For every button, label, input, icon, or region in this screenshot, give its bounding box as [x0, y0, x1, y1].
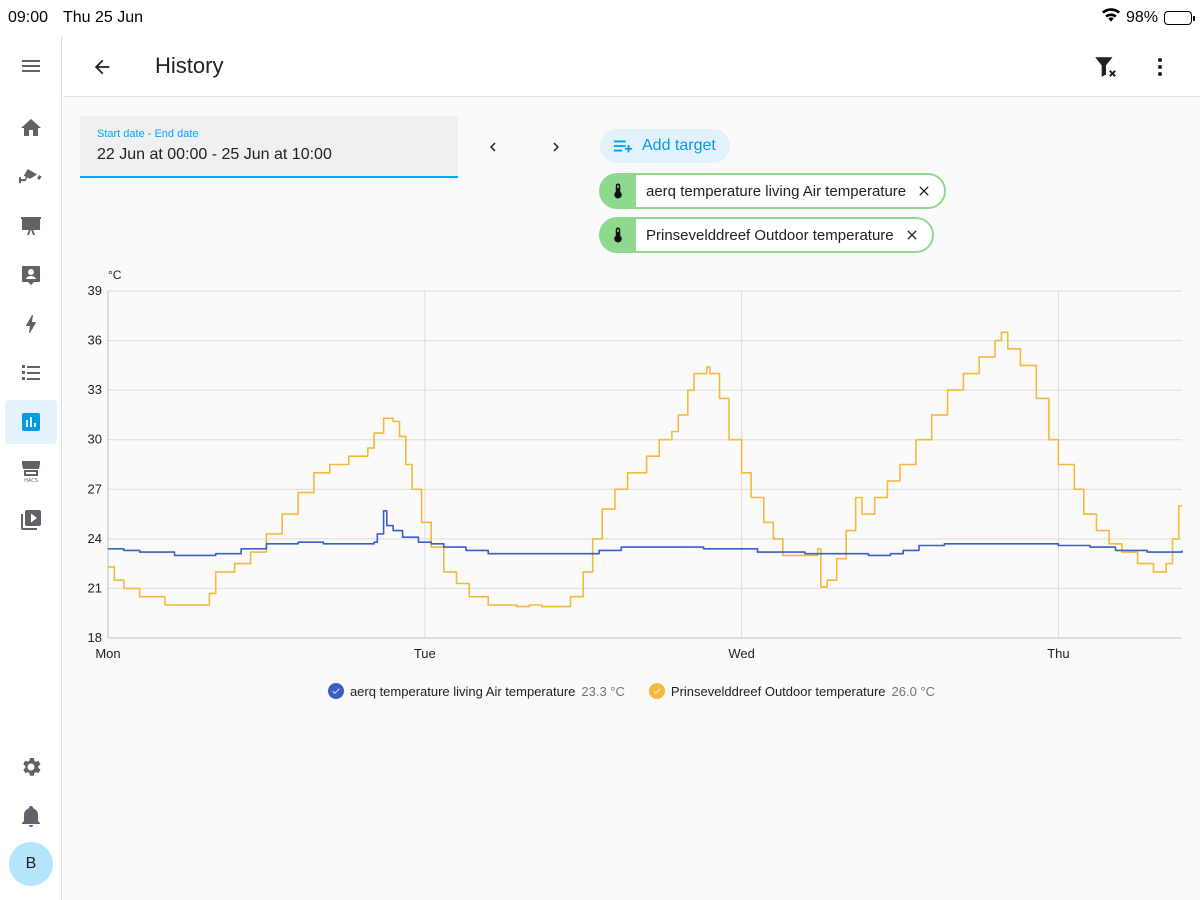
legend-item[interactable]: Prinsevelddreef Outdoor temperature 26.0…: [648, 683, 936, 699]
playlist-add-icon: [613, 140, 633, 153]
status-date: Thu 25 Jun: [63, 9, 144, 26]
history-content: Start date - End date 22 Jun at 00:00 - …: [63, 97, 1200, 900]
close-icon[interactable]: [902, 225, 922, 245]
previous-period-button[interactable]: [479, 133, 507, 161]
chevron-right-icon: [553, 142, 559, 152]
list-icon[interactable]: [5, 351, 57, 395]
status-time: 09:00: [8, 9, 49, 26]
y-tick-label: 30: [88, 432, 102, 447]
home-icon[interactable]: [5, 106, 57, 150]
x-tick-label: Tue: [414, 646, 436, 661]
next-period-button[interactable]: [542, 133, 570, 161]
presentation-icon[interactable]: [5, 204, 57, 248]
settings-icon[interactable]: [5, 745, 57, 789]
y-axis-unit: °C: [108, 268, 122, 282]
legend-current-value: 26.0 °C: [891, 683, 936, 699]
add-target-label: Add target: [642, 137, 716, 154]
thermometer-icon: [600, 175, 636, 207]
target-chip[interactable]: aerq temperature living Air temperature: [599, 173, 947, 209]
thermometer-icon: [600, 219, 636, 251]
avatar[interactable]: B: [9, 842, 53, 886]
check-circle-icon: [327, 683, 344, 699]
menu-icon[interactable]: [5, 44, 57, 88]
history-chart[interactable]: °C 18 21 24 27 30 33 36 39 Mon Tue Wed Thu: [63, 257, 1200, 667]
y-tick-label: 21: [88, 580, 102, 595]
series-line: [108, 510, 1183, 557]
page-title: History: [155, 53, 224, 78]
y-tick-label: 39: [88, 283, 102, 298]
filter-remove-icon[interactable]: [1091, 52, 1121, 82]
date-range-label: Start date - End date: [97, 128, 199, 140]
series-line: [108, 331, 1182, 608]
more-vert-icon[interactable]: [1145, 52, 1175, 82]
legend-item[interactable]: aerq temperature living Air temperature …: [327, 683, 625, 699]
chevron-left-icon: [490, 142, 496, 152]
sidebar: HACS B: [0, 36, 62, 900]
date-range-field[interactable]: Start date - End date 22 Jun at 00:00 - …: [80, 116, 458, 178]
legend-series-name: aerq temperature living Air temperature: [349, 683, 576, 699]
chart-box-icon[interactable]: [5, 400, 57, 444]
date-range-value: 22 Jun at 00:00 - 25 Jun at 10:00: [97, 146, 332, 163]
status-right: 98%: [1101, 8, 1195, 27]
media-icon[interactable]: [5, 498, 57, 542]
x-tick-label: Thu: [1047, 646, 1069, 661]
target-chip-label: aerq temperature living Air temperature: [646, 182, 907, 200]
y-tick-label: 33: [88, 382, 102, 397]
add-target-button[interactable]: Add target: [600, 129, 730, 163]
lightning-icon[interactable]: [5, 302, 57, 346]
top-app-bar: History: [63, 36, 1200, 97]
bell-icon[interactable]: [5, 794, 57, 838]
hacs-icon[interactable]: HACS: [5, 449, 57, 493]
wifi-icon: [1101, 8, 1120, 27]
battery-percent: 98%: [1125, 8, 1158, 26]
x-tick-label: Wed: [728, 646, 755, 661]
cctv-icon[interactable]: [5, 155, 57, 199]
target-chip[interactable]: Prinsevelddreef Outdoor temperature: [599, 217, 934, 253]
svg-text:HACS: HACS: [24, 478, 38, 483]
x-tick-label: Mon: [95, 646, 120, 661]
battery-icon: [1164, 10, 1195, 25]
account-box-icon[interactable]: [5, 253, 57, 297]
status-bar: 09:00 Thu 25 Jun 98%: [0, 0, 1200, 36]
close-icon[interactable]: [914, 181, 934, 201]
y-tick-label: 24: [88, 531, 102, 546]
check-circle-icon: [648, 683, 665, 699]
y-tick-label: 36: [88, 333, 102, 348]
back-arrow-icon[interactable]: [87, 52, 117, 82]
chart-legend: aerq temperature living Air temperature …: [63, 683, 1200, 699]
legend-series-name: Prinsevelddreef Outdoor temperature: [670, 683, 886, 699]
legend-current-value: 23.3 °C: [581, 683, 625, 699]
y-tick-label: 27: [88, 481, 102, 496]
target-chip-label: Prinsevelddreef Outdoor temperature: [646, 226, 894, 244]
y-tick-label: 18: [88, 630, 102, 645]
